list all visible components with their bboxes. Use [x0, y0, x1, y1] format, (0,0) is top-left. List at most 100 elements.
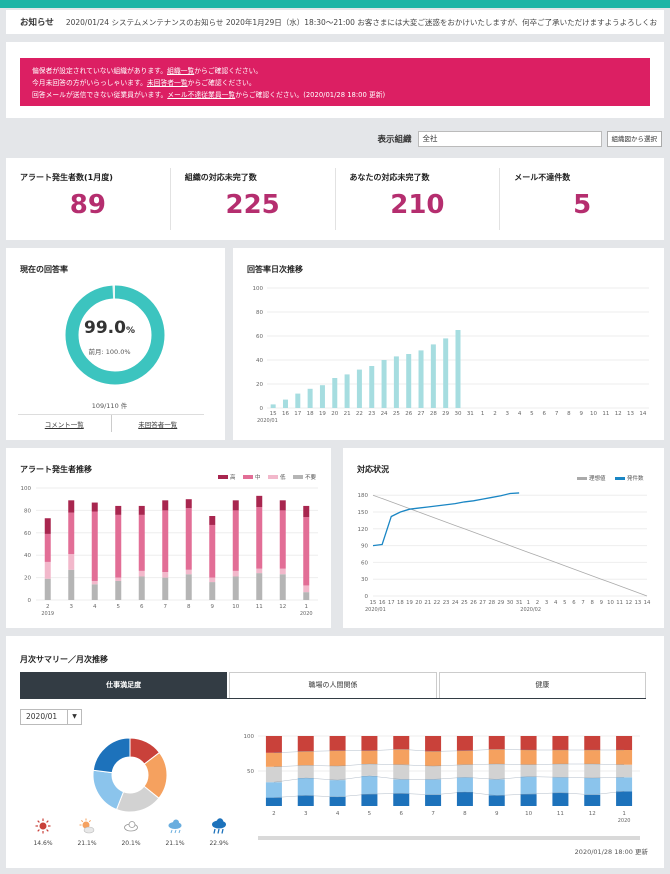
rate-number: 99.0: [84, 318, 126, 338]
x-tick-label: 23: [443, 600, 450, 606]
y-tick-label: 90: [361, 544, 368, 550]
stack-segment: [297, 751, 314, 766]
x-tick-label: 11: [602, 411, 609, 417]
kpi-my-pending[interactable]: あなたの対応未完了数 210: [336, 168, 501, 230]
stack-segment: [297, 765, 314, 778]
alert-bar-segment: [68, 512, 75, 555]
alert-bar-segment: [279, 568, 286, 575]
stack-segment: [616, 750, 633, 765]
stack-segment: [393, 793, 410, 806]
kpi-title: あなたの対応未完了数: [349, 173, 430, 182]
org-select-button[interactable]: 組織図から選択: [606, 131, 662, 147]
chevron-down-icon[interactable]: ▼: [67, 710, 81, 724]
x-tick-label: 5: [117, 604, 121, 610]
x-tick-label: 1: [527, 600, 530, 606]
alert-text: 今月未回答の方がいらっしゃいます。: [32, 79, 147, 87]
x-tick-label: 10: [232, 604, 239, 610]
alert-bar-segment: [232, 576, 239, 600]
daily-bar: [356, 369, 362, 408]
y-tick-label: 100: [21, 486, 32, 492]
org-list-link[interactable]: 組織一覧: [167, 67, 195, 75]
legend-label: 発件数: [627, 474, 644, 482]
x-tick-label: 15: [370, 600, 377, 606]
stack-segment: [520, 750, 537, 765]
legend-label: 不要: [305, 474, 317, 481]
kpi-title: アラート発生者数(1月度): [20, 173, 113, 182]
alert-bar-segment: [279, 574, 286, 600]
unanswered-list-link-2[interactable]: 未回答者一覧: [138, 421, 178, 429]
comment-list-link[interactable]: コメント一覧: [18, 415, 112, 432]
y-tick-label: 150: [358, 510, 369, 516]
heavy-rain-icon: [212, 818, 226, 834]
notice-text[interactable]: 2020/01/24 システムメンテナンスのお知らせ 2020年1月29日（水）…: [65, 17, 658, 27]
y-tick-label: 0: [260, 406, 264, 412]
alert-text: からご確認ください。(2020/01/28 18:00 更新): [235, 91, 386, 99]
weather-pct: 21.1%: [165, 840, 185, 847]
alert-bar-segment: [138, 514, 145, 571]
stack-segment: [552, 792, 569, 806]
x-tick-label: 20: [331, 411, 338, 417]
stack-segment: [584, 778, 601, 795]
unanswered-list-link[interactable]: 未回答者一覧: [146, 79, 188, 87]
undelivered-list-link[interactable]: メール不達従業員一覧: [167, 91, 236, 99]
updated-timestamp: 2020/01/28 18:00 更新: [574, 848, 648, 856]
x-tick-label: 12: [615, 411, 622, 417]
alert-bar-segment: [91, 502, 98, 512]
alert-bar-segment: [162, 572, 169, 578]
x-tick-label: 3: [304, 811, 308, 817]
stack-segment: [425, 794, 442, 806]
stack-segment: [584, 764, 601, 778]
stack-segment: [393, 749, 410, 765]
kpi-value: 89: [69, 190, 106, 220]
y-tick-label: 80: [24, 508, 31, 514]
stack-segment: [488, 749, 505, 764]
tab-job-satisfaction[interactable]: 仕事満足度: [20, 672, 228, 698]
x-tick-label: 31: [467, 411, 474, 417]
x-tick-label: 28: [488, 600, 495, 606]
alert-bar-segment: [303, 585, 310, 593]
legend-label: 高: [230, 473, 236, 481]
alert-bar-segment: [91, 511, 98, 581]
x-tick-label: 5: [530, 411, 534, 417]
rate-unit: %: [125, 326, 135, 336]
sun-cloud-icon: [79, 818, 95, 834]
x-tick-label: 6: [543, 411, 547, 417]
x-tick-label: 2: [272, 811, 276, 817]
y-tick-label: 40: [24, 553, 31, 559]
kpi-mail-undelivered[interactable]: メール不達件数 5: [500, 168, 664, 230]
stack-segment: [488, 764, 505, 780]
stack-segment: [329, 796, 346, 806]
ideal-line: [372, 494, 648, 597]
kpi-alert-count[interactable]: アラート発生者数(1月度) 89: [6, 168, 171, 230]
x-tick-label: 6: [400, 811, 404, 817]
month-select[interactable]: 2020/01 ▼: [20, 709, 82, 725]
summary-tabs: 仕事満足度 職場の人間関係 健康: [20, 672, 646, 698]
x-tick-label: 11: [256, 604, 263, 610]
rate-links: コメント一覧 未回答者一覧: [18, 414, 204, 432]
weather-sun: 14.6%: [28, 818, 58, 847]
response-rate-value: 99.0%: [0, 318, 219, 338]
stack-segment: [297, 778, 314, 796]
cloud-rain-icon: [168, 819, 182, 834]
stack-segment: [393, 764, 410, 780]
x-tick-label: 4: [93, 604, 97, 610]
y-tick-label: 60: [24, 531, 31, 537]
kpi-org-pending[interactable]: 組織の対応未完了数 225: [171, 168, 336, 230]
tab-health[interactable]: 健康: [438, 672, 646, 698]
x-sub-label: 2020/01: [365, 607, 386, 613]
alert-bar-segment: [232, 570, 239, 577]
card-title: 現在の回答率: [20, 265, 68, 274]
weather-cloud-rain: 21.1%: [160, 818, 190, 847]
response-count: 109/110 件: [91, 402, 128, 410]
stack-segment: [552, 736, 569, 750]
alert-bar-segment: [209, 524, 216, 578]
org-input[interactable]: 全社: [417, 131, 602, 147]
x-tick-label: 6: [140, 604, 144, 610]
alert-bar-segment: [162, 577, 169, 600]
alert-box: 偏保者が設定されていない組織があります。組織一覧からご確認ください。 今月未回答…: [20, 58, 650, 106]
alert-panel: 偏保者が設定されていない組織があります。組織一覧からご確認ください。 今月未回答…: [6, 42, 664, 118]
stack-segment: [456, 750, 473, 765]
tab-relationships[interactable]: 職場の人間関係: [229, 672, 437, 698]
